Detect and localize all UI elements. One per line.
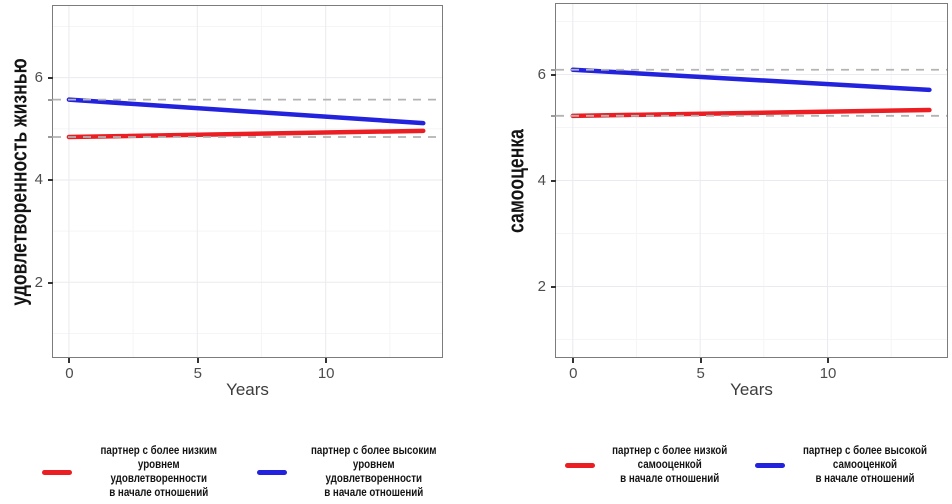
legend-label: партнер с более низкой самооценкой в нач…: [611, 445, 728, 486]
legend-item-lower-initial: партнер с более низкой самооценкой в нач…: [564, 444, 737, 486]
x-tick: [827, 358, 830, 363]
y-tick-label: 4: [537, 172, 546, 189]
y-tick: [551, 286, 556, 288]
y-tick: [48, 179, 53, 182]
legend-label: партнер с более высокой самооценкой в на…: [803, 445, 928, 486]
legend-item-lower-initial: партнер с более низким уровнем удовлетво…: [42, 444, 239, 500]
x-tick-label: 0: [569, 365, 578, 382]
x-tick-label: 10: [317, 365, 335, 382]
series-line-blue: [66, 97, 426, 126]
x-tick: [196, 358, 199, 363]
legend: партнер с более низким уровнем удовлетво…: [42, 444, 453, 500]
legend-swatch-blue: [256, 469, 287, 475]
legend-label: партнер с более высоким уровнем удовлетв…: [310, 445, 436, 500]
series-line-red: [570, 107, 932, 119]
legend-swatch-blue: [755, 462, 786, 468]
series-line-red: [66, 128, 426, 140]
plot-canvas: [556, 4, 947, 357]
series-line-blue: [570, 67, 932, 93]
legend-label: партнер с более низким уровнем удовлетво…: [100, 445, 217, 500]
x-axis-title: Years: [730, 380, 773, 399]
x-tick-label: 10: [819, 365, 837, 382]
x-tick: [325, 358, 328, 363]
legend-item-higher-initial: партнер с более высокой самооценкой в на…: [755, 444, 938, 486]
y-tick-label: 4: [34, 171, 43, 189]
ref-tick: [48, 99, 53, 102]
legend-item-higher-initial: партнер с более высоким уровнем удовлетв…: [256, 444, 454, 500]
x-axis-title: Years: [226, 380, 269, 399]
ref-tick: [48, 136, 53, 139]
y-tick-label: 6: [537, 65, 546, 83]
plot-panel: [555, 3, 948, 358]
y-tick: [551, 180, 556, 182]
x-tick: [699, 358, 702, 363]
ref-tick: [551, 115, 556, 118]
chart-self-esteem: самооценка Years партнер с более низкой …: [476, 0, 952, 504]
chart-life-satisfaction: удовлетворенность жизнью Years партнер с…: [7, 5, 453, 500]
y-tick-label: 6: [34, 69, 43, 87]
legend: партнер с более низкой самооценкой в нач…: [545, 444, 952, 486]
y-tick-label: 2: [537, 278, 546, 295]
x-tick: [68, 358, 71, 363]
ref-tick: [551, 69, 556, 72]
plot-panel: [52, 5, 443, 358]
plot-canvas: [53, 6, 442, 357]
y-tick-label: 2: [34, 273, 43, 291]
legend-swatch-red: [564, 462, 595, 468]
y-tick: [48, 281, 53, 284]
x-tick-label: 0: [65, 365, 74, 382]
x-tick-label: 5: [696, 365, 705, 382]
y-tick: [48, 77, 53, 80]
x-tick: [572, 358, 575, 363]
y-tick: [551, 73, 556, 76]
legend-swatch-red: [42, 469, 72, 475]
x-tick-label: 5: [193, 365, 202, 382]
